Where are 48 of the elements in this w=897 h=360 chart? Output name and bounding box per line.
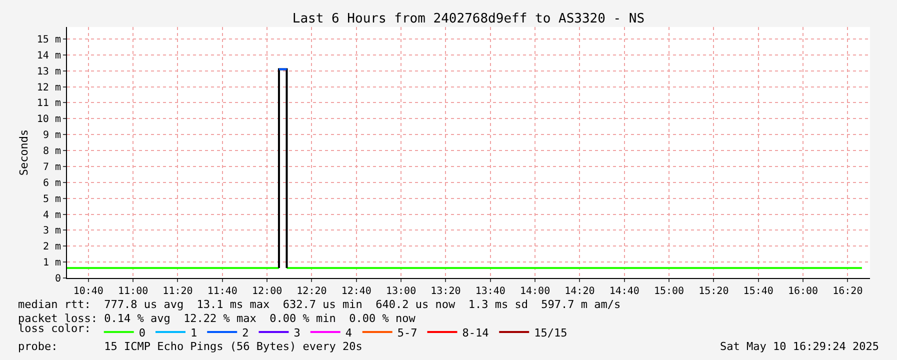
y-axis-title: Seconds [18, 129, 31, 176]
legend-label: 2 [242, 326, 249, 340]
y-tick-label: 4 m [42, 210, 61, 221]
text: probe: 15 ICMP Echo Pings (56 Bytes) every 20s [18, 340, 362, 353]
x-tick-label: 16:00 [788, 286, 818, 297]
x-tick-label: 11:20 [162, 286, 193, 297]
legend-label: 15/15 [534, 326, 568, 340]
x-tick-label: 14:40 [609, 286, 640, 297]
text: Sat May 10 16:29:24 2025 [720, 340, 879, 353]
x-tick-label: 11:40 [207, 286, 238, 297]
x-tick-label: 11:00 [118, 286, 148, 297]
legend-label: 5-7 [397, 326, 418, 340]
x-tick-label: 15:00 [654, 286, 684, 297]
x-tick-label: 15:20 [698, 286, 729, 297]
legend-label: 4 [345, 326, 352, 340]
y-tick-label: 2 m [42, 242, 61, 253]
y-tick-label: 15 m [36, 34, 61, 46]
y-tick-label: 6 m [42, 178, 61, 189]
y-tick-label: 11 m [36, 98, 61, 110]
x-tick-label: 13:20 [430, 286, 461, 297]
y-tick-label: 0 [54, 274, 61, 284]
legend-label: 3 [294, 326, 300, 340]
x-tick-label: 15:40 [743, 286, 774, 297]
y-tick-label: 14 m [36, 50, 61, 62]
legend-label: 1 [190, 326, 198, 340]
text: packet loss: 0.14 % avg 12.22 % max 0.00 % min 0.00 % now [18, 312, 416, 325]
x-tick-label: 14:00 [520, 286, 550, 297]
legend-label: 0 [138, 326, 146, 340]
y-tick-label: 8 m [42, 146, 61, 158]
y-tick-label: 9 m [42, 130, 61, 142]
x-tick-label: 12:40 [341, 286, 372, 297]
chart-title: Last 6 Hours from 2402768d9eff to AS3320 - NS [292, 12, 645, 27]
x-tick-label: 16:20 [832, 286, 863, 297]
x-tick-label: 12:20 [296, 286, 327, 297]
x-tick-label: 13:00 [386, 286, 416, 297]
text: median rtt: 777.8 us avg 13.1 ms max 632.7 us min 640.2 us now 1.3 ms sd 597.7 m am/s [18, 298, 621, 311]
legend-label: 8-14 [462, 326, 490, 340]
x-tick-label: 12:00 [252, 286, 282, 297]
y-tick-label: 5 m [42, 194, 61, 205]
y-tick-label: 12 m [36, 82, 61, 94]
y-tick-label: 3 m [42, 226, 61, 237]
y-tick-label: 10 m [36, 114, 61, 126]
y-tick-label: 13 m [36, 66, 61, 78]
y-tick-label: 1 m [42, 258, 61, 269]
x-tick-label: 14:20 [564, 286, 595, 297]
x-tick-label: 10:40 [73, 286, 104, 297]
x-tick-label: 13:40 [475, 286, 506, 297]
y-tick-label: 7 m [42, 162, 61, 173]
